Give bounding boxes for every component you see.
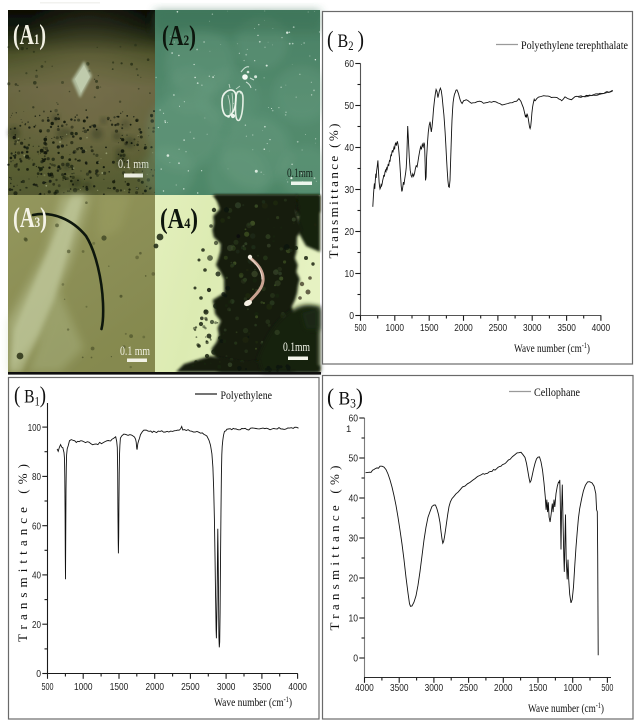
svg-text:0: 0: [36, 668, 41, 680]
svg-text:60: 60: [345, 58, 355, 70]
svg-text:2000: 2000: [145, 681, 164, 693]
svg-text:Transmittance (%): Transmittance (%): [326, 124, 341, 259]
svg-text:3500: 3500: [390, 682, 409, 694]
svg-text:1500: 1500: [110, 681, 129, 693]
svg-text:20: 20: [349, 573, 359, 585]
svg-text:0: 0: [349, 310, 354, 322]
svg-text:(A2): (A2): [162, 21, 196, 52]
svg-text:( B1): ( B1): [14, 383, 46, 409]
svg-text:40: 40: [345, 142, 355, 154]
svg-text:0.1 mm: 0.1 mm: [118, 157, 149, 171]
svg-text:Wave number (cm-1): Wave number (cm-1): [528, 701, 604, 715]
svg-text:(A3): (A3): [13, 203, 47, 234]
svg-text:20: 20: [32, 619, 41, 631]
svg-text:1000: 1000: [386, 322, 405, 334]
svg-text:(A4): (A4): [160, 204, 198, 235]
svg-text:40: 40: [349, 493, 359, 505]
svg-text:80: 80: [32, 471, 41, 483]
svg-text:Transmittance (%): Transmittance (%): [327, 466, 342, 631]
svg-text:60: 60: [32, 520, 41, 532]
svg-text:( B3): ( B3): [327, 385, 363, 411]
svg-text:Transmittance (%): Transmittance (%): [15, 464, 30, 642]
svg-text:3500: 3500: [557, 322, 576, 334]
svg-text:Cellophane: Cellophane: [534, 385, 580, 399]
svg-text:4000: 4000: [592, 322, 611, 334]
svg-text:2500: 2500: [181, 681, 200, 693]
svg-text:20: 20: [345, 226, 355, 238]
svg-text:4000: 4000: [355, 682, 374, 694]
svg-text:1: 1: [346, 424, 351, 435]
svg-text:500: 500: [355, 322, 367, 334]
svg-text:2500: 2500: [459, 682, 478, 694]
svg-text:40: 40: [32, 570, 41, 582]
svg-text:0.1 mm: 0.1 mm: [120, 344, 150, 358]
svg-text:50: 50: [349, 453, 359, 465]
svg-text:1500: 1500: [529, 682, 548, 694]
svg-text:Polyethylene terephthalate: Polyethylene terephthalate: [521, 38, 628, 52]
svg-text:100: 100: [28, 422, 41, 434]
svg-text:( B2 ): ( B2 ): [327, 27, 364, 53]
svg-text:(A1): (A1): [13, 20, 46, 51]
svg-text:2500: 2500: [489, 322, 508, 334]
svg-text:1500: 1500: [420, 322, 439, 334]
svg-text:60: 60: [349, 413, 359, 425]
svg-text:4000: 4000: [288, 681, 307, 693]
svg-text:Polyethylene: Polyethylene: [221, 388, 273, 402]
svg-text:10: 10: [349, 613, 359, 625]
svg-text:1000: 1000: [74, 681, 93, 693]
svg-text:2000: 2000: [494, 682, 513, 694]
svg-text:500: 500: [42, 681, 54, 693]
svg-text:500: 500: [601, 682, 613, 694]
svg-text:0: 0: [353, 653, 358, 665]
svg-text:10: 10: [345, 268, 355, 280]
svg-text:3500: 3500: [253, 681, 272, 693]
svg-text:30: 30: [345, 184, 355, 196]
svg-text:Wave number (cm-1): Wave number (cm-1): [514, 341, 590, 355]
svg-text:30: 30: [349, 533, 359, 545]
svg-text:1000: 1000: [563, 682, 582, 694]
svg-text:Wave number (cm-1): Wave number (cm-1): [214, 695, 292, 709]
svg-text:3000: 3000: [523, 322, 542, 334]
svg-text:50: 50: [345, 100, 355, 112]
svg-text:0.1mm: 0.1mm: [283, 340, 310, 354]
svg-text:0.1mm: 0.1mm: [287, 166, 313, 180]
svg-text:2000: 2000: [454, 322, 473, 334]
svg-text:3000: 3000: [217, 681, 236, 693]
svg-text:3000: 3000: [425, 682, 444, 694]
